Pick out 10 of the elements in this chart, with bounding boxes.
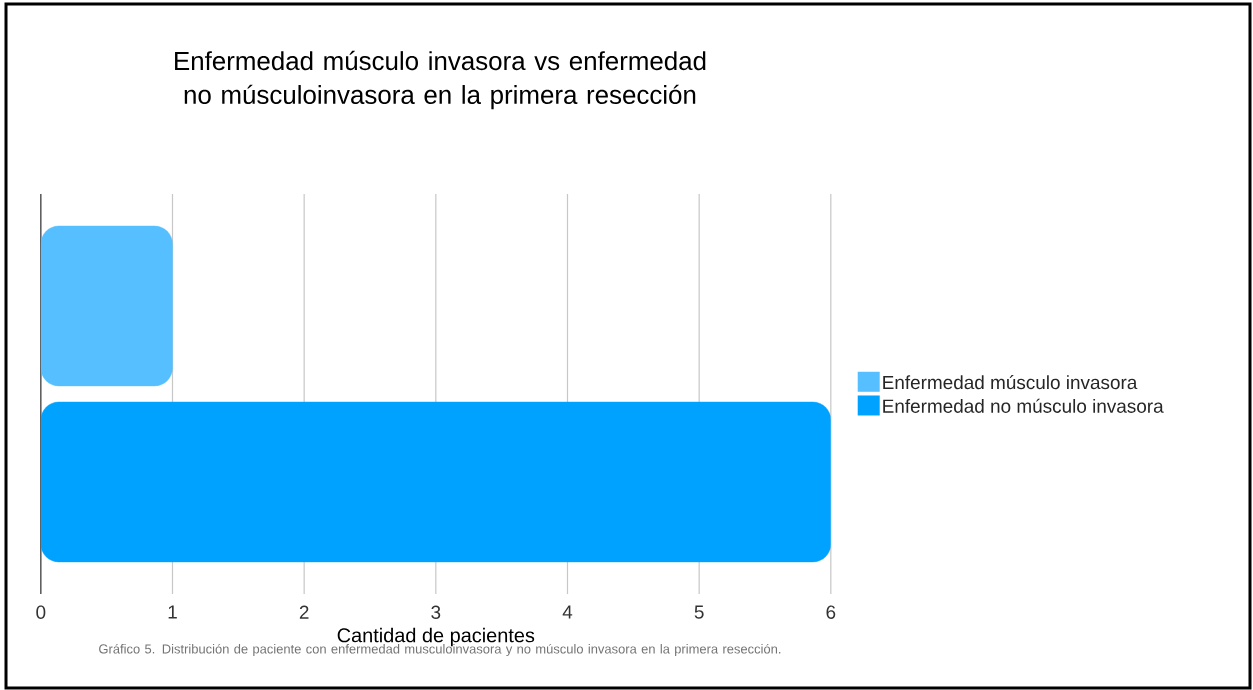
legend-label: Enfermedad no músculo invasora (883, 398, 1164, 413)
x-tick-label: 1 (168, 605, 177, 619)
x-tick-label: 4 (562, 605, 573, 619)
x-tick-label: 6 (826, 605, 836, 619)
x-tick-label: 0 (36, 605, 46, 619)
chart-title: Enfermedad músculo invasora vs enfermedad no músculoinvasora en la primera resección (175, 50, 706, 110)
x-tick-label: 3 (431, 605, 441, 619)
x-tick-label: 2 (299, 605, 309, 619)
legend-label: Enfermedad músculo invasora (883, 375, 1138, 390)
x-tick-label: 5 (694, 605, 704, 619)
